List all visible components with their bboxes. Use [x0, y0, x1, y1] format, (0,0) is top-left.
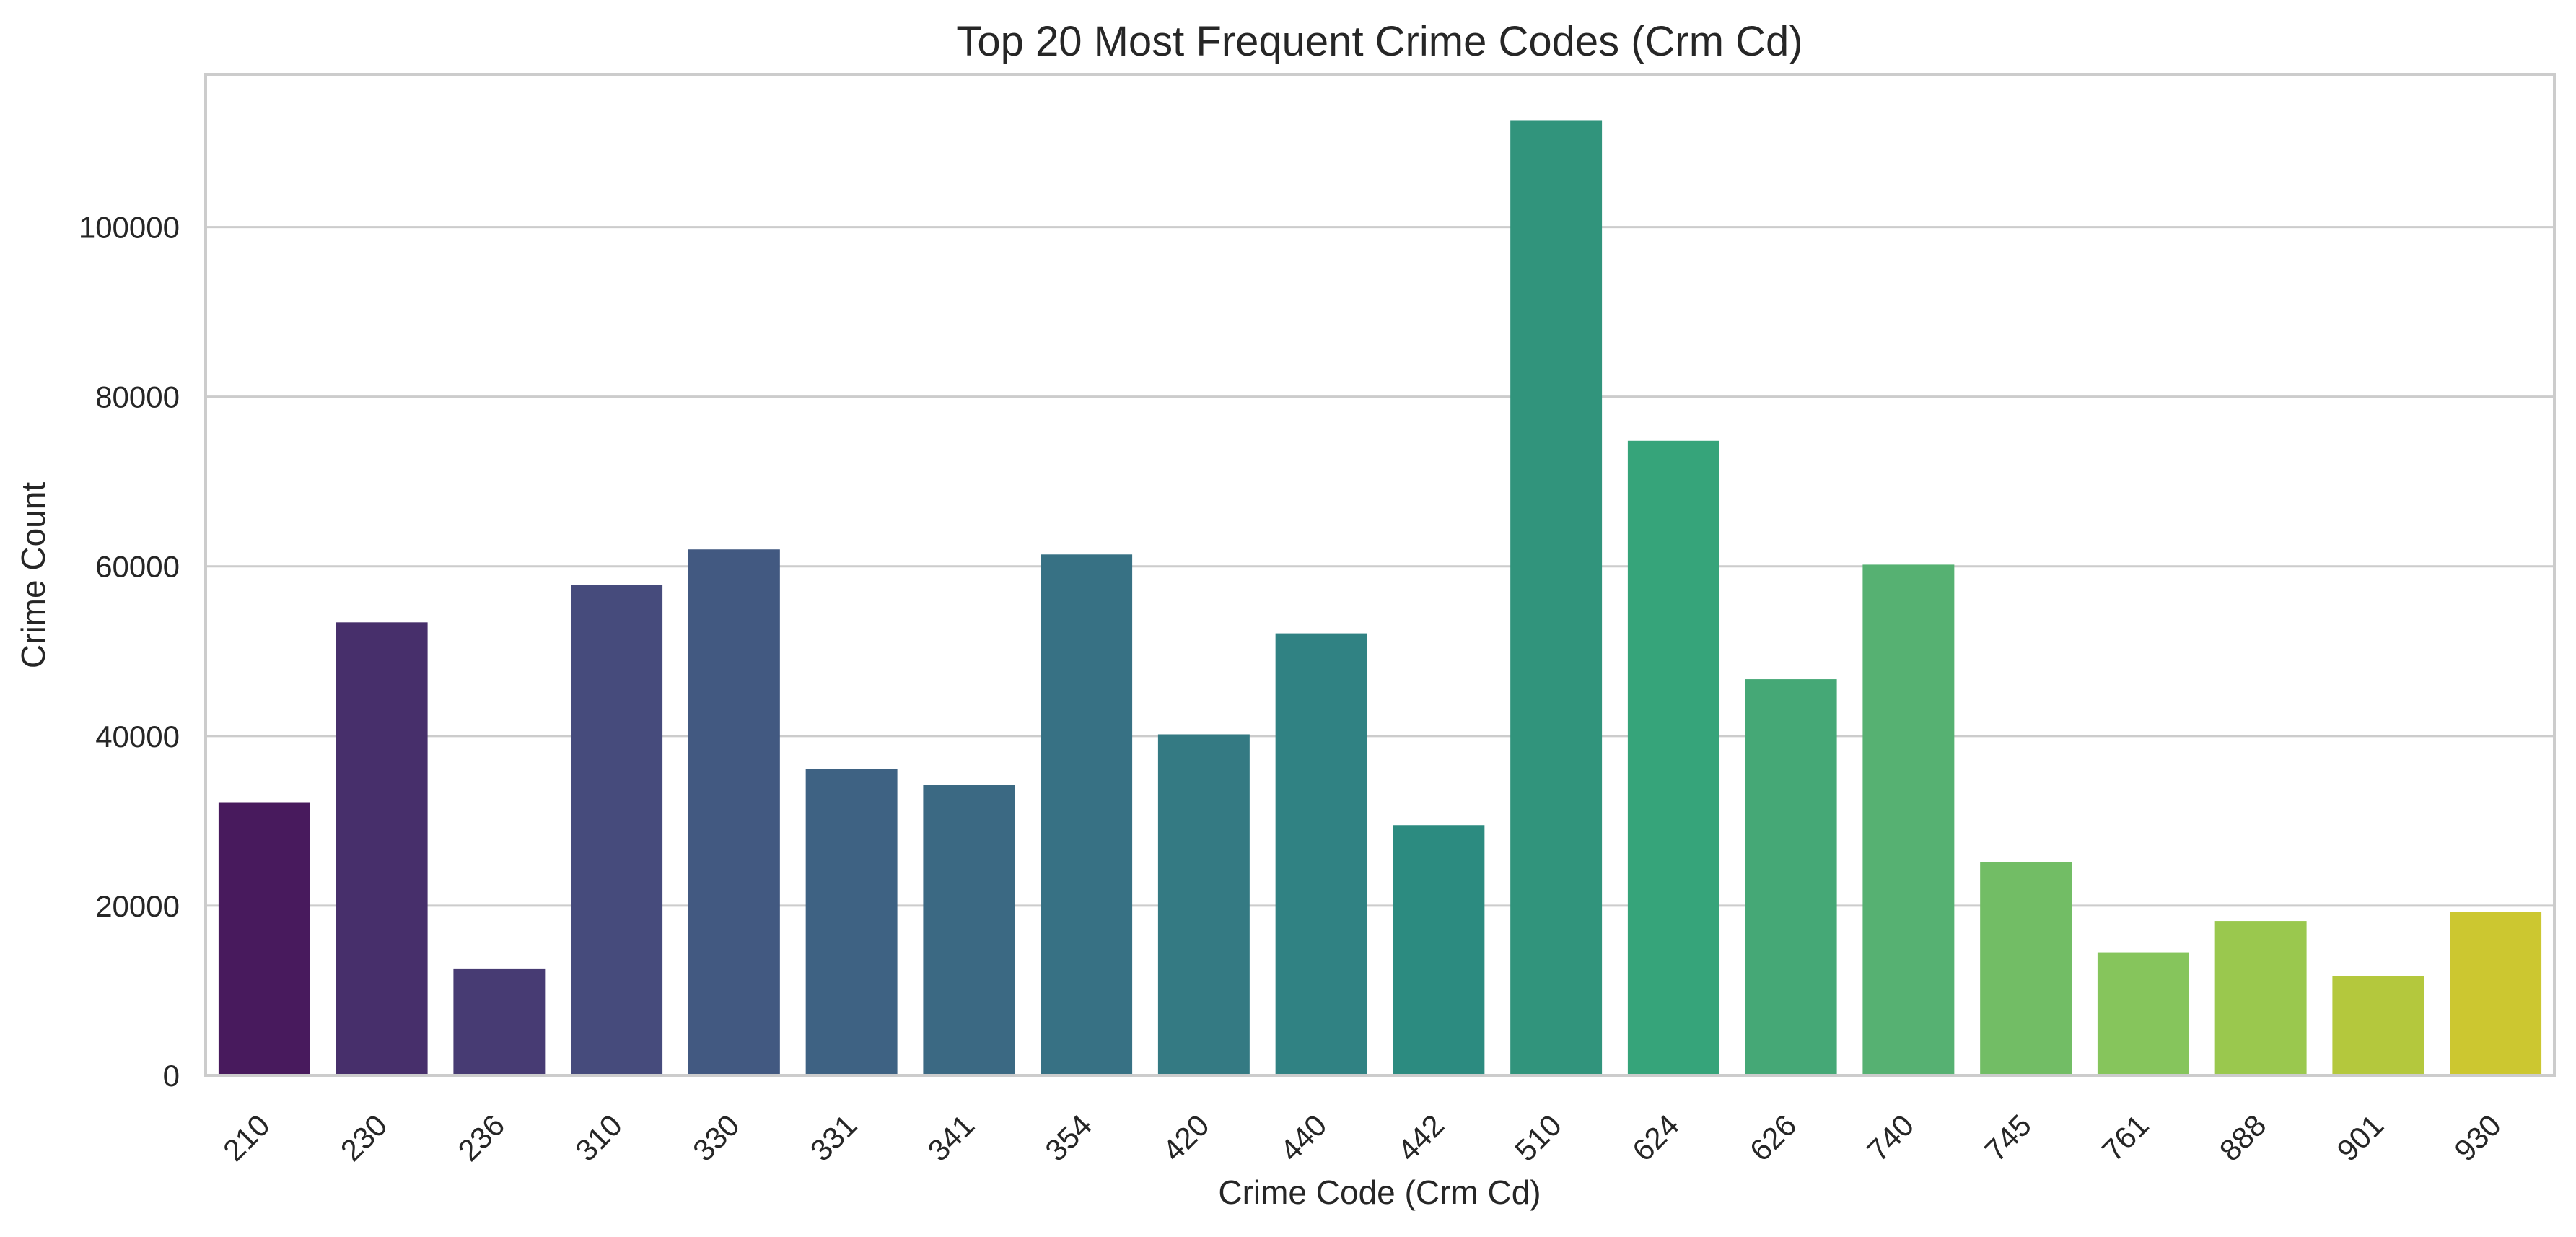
- y-tick-label: 40000: [95, 720, 180, 753]
- bar-210: [218, 802, 310, 1075]
- y-tick-label: 80000: [95, 380, 180, 414]
- bar-901: [2332, 976, 2424, 1075]
- y-tick-labels: 0 20000 40000 60000 80000 100000: [79, 211, 180, 1093]
- bar-745: [1980, 862, 2072, 1075]
- bar-888: [2214, 921, 2307, 1075]
- bar-341: [923, 785, 1015, 1075]
- plot-frame: [204, 73, 2556, 1077]
- bar-740: [1862, 564, 1955, 1075]
- bar-354: [1041, 554, 1133, 1075]
- bar-930: [2450, 912, 2542, 1075]
- bar-330: [688, 549, 780, 1075]
- y-axis-label: Crime Count: [14, 482, 52, 668]
- bars: [218, 120, 2542, 1075]
- bar-440: [1275, 633, 1367, 1075]
- bar-761: [2097, 952, 2189, 1075]
- y-tick-label: 0: [163, 1059, 180, 1093]
- bar-624: [1627, 440, 1719, 1075]
- bar-510: [1510, 120, 1603, 1075]
- bar-310: [571, 585, 663, 1075]
- chart-title: Top 20 Most Frequent Crime Codes (Crm Cd…: [956, 18, 1802, 65]
- y-tick-label: 60000: [95, 550, 180, 584]
- y-tick-label: 20000: [95, 889, 180, 923]
- bar-331: [805, 769, 898, 1075]
- bar-230: [336, 622, 428, 1075]
- bar-442: [1393, 825, 1485, 1075]
- x-axis-label: Crime Code (Crm Cd): [1218, 1173, 1541, 1211]
- bar-626: [1745, 679, 1837, 1075]
- bar-420: [1157, 734, 1250, 1075]
- bar-236: [453, 968, 546, 1075]
- y-tick-label: 100000: [79, 211, 180, 245]
